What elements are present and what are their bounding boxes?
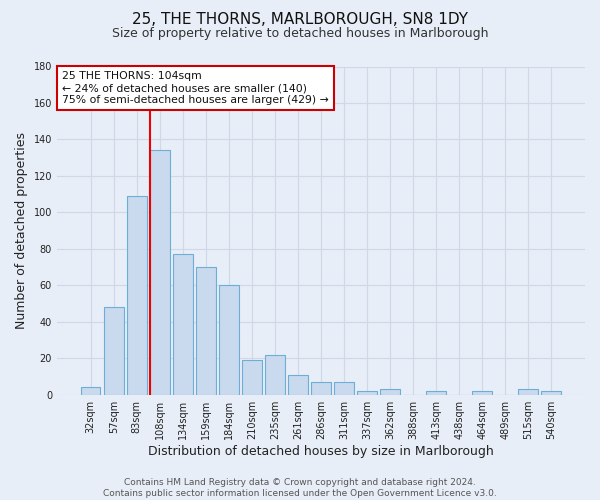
Text: Contains HM Land Registry data © Crown copyright and database right 2024.
Contai: Contains HM Land Registry data © Crown c… (103, 478, 497, 498)
Text: Size of property relative to detached houses in Marlborough: Size of property relative to detached ho… (112, 28, 488, 40)
Bar (81, 388, 100, 394)
Bar (426, 391, 446, 394)
Bar (472, 391, 492, 394)
Bar (288, 374, 308, 394)
Bar (541, 391, 561, 394)
Bar (127, 196, 146, 394)
Bar (242, 360, 262, 394)
Bar (219, 286, 239, 395)
Text: 25 THE THORNS: 104sqm
← 24% of detached houses are smaller (140)
75% of semi-det: 25 THE THORNS: 104sqm ← 24% of detached … (62, 72, 329, 104)
Bar (173, 254, 193, 394)
Bar (104, 307, 124, 394)
Bar (196, 267, 215, 394)
Bar (150, 150, 170, 394)
Text: 25, THE THORNS, MARLBOROUGH, SN8 1DY: 25, THE THORNS, MARLBOROUGH, SN8 1DY (132, 12, 468, 28)
Bar (334, 382, 354, 394)
Bar (311, 382, 331, 394)
Bar (518, 389, 538, 394)
Bar (265, 354, 284, 395)
Y-axis label: Number of detached properties: Number of detached properties (15, 132, 28, 329)
Bar (380, 389, 400, 394)
X-axis label: Distribution of detached houses by size in Marlborough: Distribution of detached houses by size … (148, 444, 494, 458)
Bar (357, 391, 377, 394)
